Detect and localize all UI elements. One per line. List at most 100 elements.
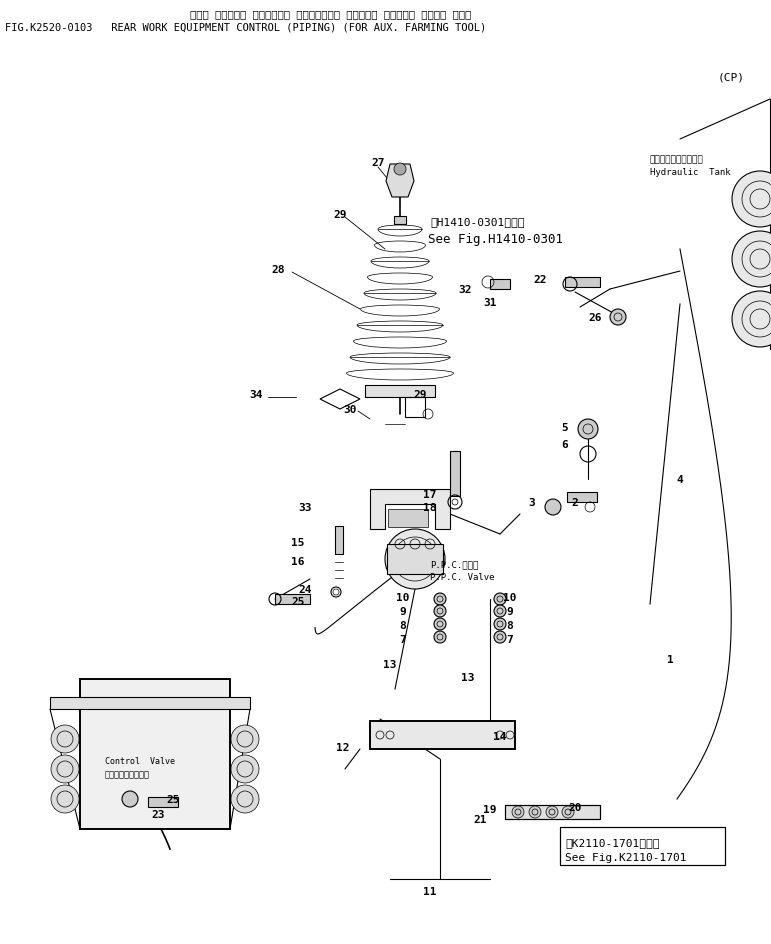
Circle shape [732, 292, 771, 347]
Text: 32: 32 [458, 285, 472, 295]
Text: 25: 25 [167, 794, 180, 804]
Text: P.P.C. Valve: P.P.C. Valve [430, 573, 494, 582]
Circle shape [231, 785, 259, 813]
Text: See Fig.K2110-1701: See Fig.K2110-1701 [565, 852, 686, 862]
Bar [275, 595, 310, 604]
Bar [148, 797, 178, 807]
Text: (CP): (CP) [718, 73, 745, 83]
Text: 26: 26 [588, 312, 601, 323]
Text: コントロールバルブ: コントロールバルブ [105, 769, 150, 779]
Text: 23: 23 [151, 809, 165, 819]
Circle shape [546, 806, 558, 818]
Circle shape [434, 632, 446, 643]
Bar [505, 805, 600, 819]
Bar [560, 827, 725, 865]
Text: 19: 19 [483, 804, 497, 814]
Text: 13: 13 [461, 672, 475, 683]
Bar [505, 805, 600, 819]
Text: 3: 3 [529, 497, 535, 508]
Text: 第K2110-1701図参照: 第K2110-1701図参照 [565, 837, 659, 847]
Text: 22: 22 [534, 275, 547, 285]
Text: 8: 8 [399, 620, 406, 631]
Text: FIG.K2520-0103   REAR WORK EQUIPMENT CONTROL (PIPING) (FOR AUX. FARMING TOOL): FIG.K2520-0103 REAR WORK EQUIPMENT CONTR… [5, 23, 487, 33]
Text: 4: 4 [677, 475, 683, 484]
Circle shape [732, 232, 771, 288]
Text: 29: 29 [333, 210, 347, 220]
Bar [565, 278, 600, 288]
Bar [567, 493, 597, 502]
Text: See Fig.H1410-0301: See Fig.H1410-0301 [428, 233, 563, 246]
Circle shape [512, 806, 524, 818]
Text: 14: 14 [493, 732, 507, 741]
Circle shape [562, 806, 574, 818]
Bar [394, 217, 406, 225]
Bar [490, 279, 510, 290]
Text: 8: 8 [507, 620, 513, 631]
Bar [370, 721, 515, 750]
Text: 28: 28 [271, 264, 284, 275]
Text: 18: 18 [423, 502, 436, 513]
Text: ハイドロリックタンク: ハイドロリックタンク [650, 156, 704, 164]
Text: 29: 29 [413, 390, 427, 399]
Polygon shape [320, 390, 360, 410]
Circle shape [578, 419, 598, 440]
Text: 30: 30 [343, 405, 357, 414]
Bar [370, 721, 515, 750]
Text: 33: 33 [298, 502, 311, 513]
Text: 31: 31 [483, 297, 497, 308]
Bar [50, 698, 250, 709]
Circle shape [434, 594, 446, 605]
Circle shape [494, 594, 506, 605]
Text: 9: 9 [507, 606, 513, 616]
Polygon shape [370, 490, 450, 530]
Circle shape [51, 785, 79, 813]
Circle shape [385, 530, 445, 589]
Bar [80, 680, 230, 829]
Text: 7: 7 [507, 634, 513, 645]
Bar [560, 827, 725, 865]
Circle shape [394, 164, 406, 176]
Text: 11: 11 [423, 886, 436, 896]
Circle shape [732, 172, 771, 228]
Circle shape [494, 605, 506, 617]
Text: 7: 7 [399, 634, 406, 645]
Bar [335, 527, 343, 554]
Text: Control  Valve: Control Valve [105, 757, 175, 766]
Bar [388, 510, 428, 528]
Text: 34: 34 [249, 390, 263, 399]
Text: Hydraulic  Tank: Hydraulic Tank [650, 168, 731, 177]
Polygon shape [386, 165, 414, 198]
Text: 15: 15 [291, 537, 305, 548]
Text: 27: 27 [372, 158, 385, 168]
Text: 16: 16 [291, 556, 305, 566]
Circle shape [51, 755, 79, 784]
Circle shape [545, 499, 561, 515]
Circle shape [529, 806, 541, 818]
Text: 9: 9 [399, 606, 406, 616]
Text: 1: 1 [667, 654, 673, 665]
Text: 10: 10 [503, 593, 517, 602]
Text: 第H1410-0301図参照: 第H1410-0301図参照 [430, 217, 524, 227]
Circle shape [494, 618, 506, 631]
Text: 21: 21 [473, 814, 487, 824]
Text: 5: 5 [561, 423, 568, 432]
Bar [365, 385, 435, 397]
Text: 24: 24 [298, 584, 311, 595]
Text: 12: 12 [336, 742, 350, 752]
Text: 2: 2 [571, 497, 578, 508]
Text: P.P.C.バルブ: P.P.C.バルブ [430, 560, 478, 569]
Text: 17: 17 [423, 490, 436, 499]
Circle shape [51, 725, 79, 753]
Circle shape [434, 618, 446, 631]
Circle shape [231, 725, 259, 753]
Text: 6: 6 [561, 440, 568, 449]
Circle shape [231, 755, 259, 784]
Text: 13: 13 [383, 659, 397, 669]
Bar [80, 680, 230, 829]
Circle shape [434, 605, 446, 617]
Circle shape [610, 310, 626, 326]
Circle shape [494, 632, 506, 643]
Bar [450, 451, 460, 497]
Text: 25: 25 [291, 597, 305, 606]
Text: 20: 20 [568, 802, 582, 812]
